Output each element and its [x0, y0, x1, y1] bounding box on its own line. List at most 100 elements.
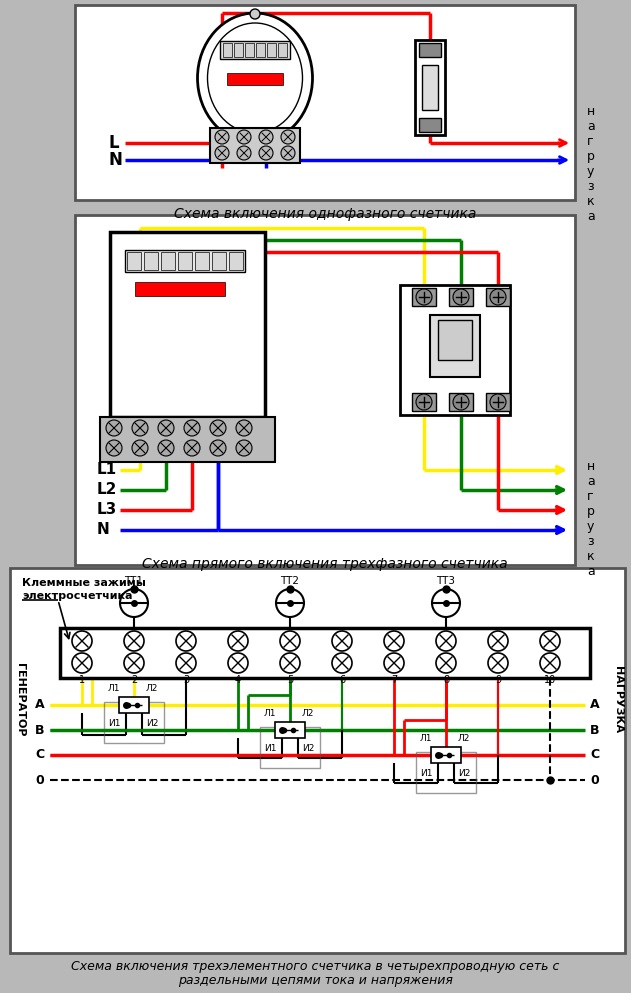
Text: 5: 5	[287, 675, 293, 685]
Bar	[400, 285, 510, 415]
Circle shape	[228, 631, 248, 651]
Circle shape	[124, 653, 144, 673]
Text: L: L	[108, 134, 119, 152]
Bar	[234, 43, 243, 57]
Bar	[100, 417, 275, 462]
Text: Л2: Л2	[302, 709, 314, 718]
Circle shape	[332, 653, 352, 673]
Circle shape	[332, 631, 352, 651]
Circle shape	[237, 130, 251, 144]
Bar	[415, 40, 445, 135]
Text: И2: И2	[146, 719, 158, 728]
Bar	[10, 568, 625, 953]
Circle shape	[132, 440, 148, 456]
Bar	[486, 393, 510, 411]
Bar	[75, 5, 575, 200]
Circle shape	[132, 420, 148, 436]
Circle shape	[72, 631, 92, 651]
Bar	[449, 288, 473, 306]
Circle shape	[432, 589, 460, 617]
Bar	[119, 697, 149, 713]
Circle shape	[453, 394, 469, 410]
Bar	[431, 747, 461, 763]
Text: 8: 8	[443, 675, 449, 685]
Circle shape	[215, 146, 229, 160]
Circle shape	[280, 631, 300, 651]
Ellipse shape	[208, 23, 302, 133]
Text: Схема включения однофазного счетчика: Схема включения однофазного счетчика	[174, 207, 476, 221]
Circle shape	[184, 440, 200, 456]
Text: 1: 1	[79, 675, 85, 685]
Bar	[60, 628, 590, 678]
Bar	[449, 393, 473, 411]
Circle shape	[540, 653, 560, 673]
Bar	[422, 65, 438, 110]
Circle shape	[281, 130, 295, 144]
Bar	[223, 43, 232, 57]
Circle shape	[176, 653, 196, 673]
Circle shape	[540, 631, 560, 651]
Text: C: C	[35, 749, 44, 762]
Circle shape	[490, 289, 506, 305]
Bar	[104, 702, 164, 743]
Bar	[127, 252, 141, 270]
Circle shape	[250, 137, 260, 147]
Circle shape	[250, 9, 260, 19]
Circle shape	[184, 420, 200, 436]
Circle shape	[237, 146, 251, 160]
Bar	[419, 43, 441, 57]
Text: Л1: Л1	[264, 709, 276, 718]
Circle shape	[384, 653, 404, 673]
Bar	[75, 215, 575, 565]
Text: 9: 9	[495, 675, 501, 685]
Circle shape	[488, 631, 508, 651]
Circle shape	[215, 130, 229, 144]
Bar	[178, 252, 192, 270]
Bar	[430, 315, 480, 377]
Circle shape	[259, 130, 273, 144]
Text: 0: 0	[590, 774, 599, 786]
Text: N: N	[97, 522, 110, 537]
Text: TT3: TT3	[437, 576, 456, 586]
Circle shape	[106, 420, 122, 436]
Circle shape	[416, 289, 432, 305]
Circle shape	[158, 420, 174, 436]
Text: н
а
г
р
у
з
к
а: н а г р у з к а	[587, 105, 595, 223]
Text: И1: И1	[108, 719, 121, 728]
Bar	[161, 252, 175, 270]
Circle shape	[158, 440, 174, 456]
Bar	[260, 727, 320, 768]
Text: 7: 7	[391, 675, 397, 685]
Text: н
а
г
р
у
з
к
а: н а г р у з к а	[587, 460, 595, 578]
Text: B: B	[35, 724, 45, 737]
Circle shape	[124, 631, 144, 651]
Circle shape	[436, 631, 456, 651]
Ellipse shape	[198, 13, 312, 143]
Bar	[229, 252, 243, 270]
Text: 10: 10	[544, 675, 556, 685]
Text: A: A	[35, 698, 45, 712]
Bar	[245, 43, 254, 57]
Text: Клеммные зажимы: Клеммные зажимы	[22, 578, 146, 588]
Text: C: C	[590, 749, 599, 762]
Text: ГЕНЕРАТОР: ГЕНЕРАТОР	[15, 663, 25, 737]
Text: 4: 4	[235, 675, 241, 685]
Text: L3: L3	[97, 502, 117, 517]
Text: B: B	[590, 724, 599, 737]
Bar	[486, 288, 510, 306]
Bar	[144, 252, 158, 270]
Bar	[267, 43, 276, 57]
Circle shape	[210, 420, 226, 436]
Text: Л1: Л1	[420, 734, 432, 743]
Bar	[227, 73, 283, 85]
Bar	[412, 288, 436, 306]
Text: И2: И2	[302, 744, 314, 753]
Bar	[419, 118, 441, 132]
Text: A: A	[590, 698, 599, 712]
Bar	[256, 43, 265, 57]
Text: TT2: TT2	[281, 576, 300, 586]
Circle shape	[416, 394, 432, 410]
Circle shape	[488, 653, 508, 673]
Circle shape	[228, 653, 248, 673]
Circle shape	[236, 420, 252, 436]
